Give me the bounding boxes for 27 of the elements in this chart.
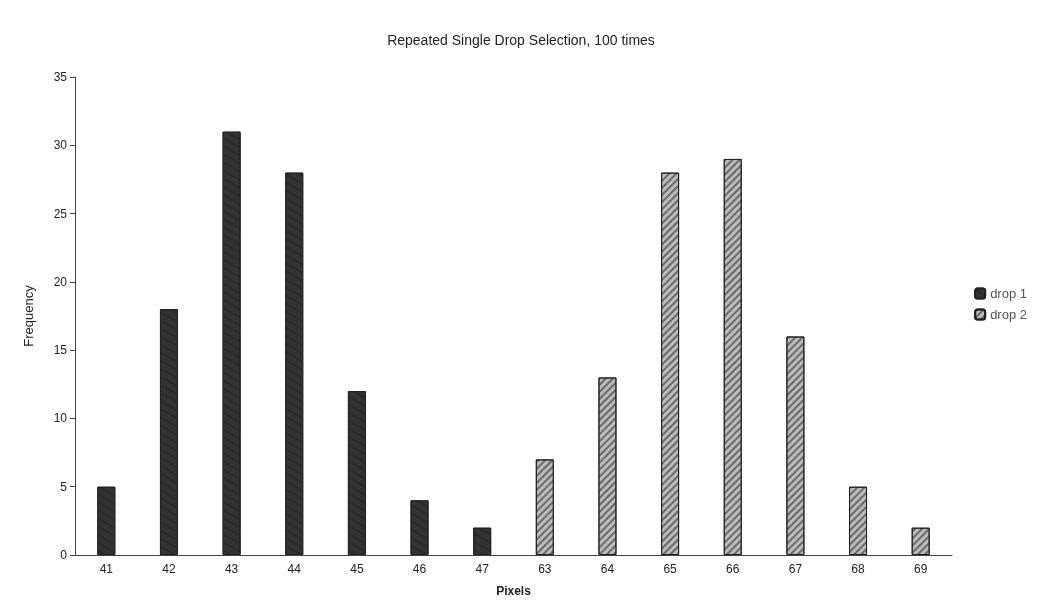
x-axis-title: Pixels	[496, 584, 532, 598]
x-tick-label: 45	[350, 562, 364, 576]
x-tick-label: 69	[914, 562, 928, 576]
x-tick-label: 44	[287, 562, 302, 576]
x-tick-label: 42	[162, 562, 176, 576]
chart-title: Repeated Single Drop Selection, 100 times	[387, 32, 655, 48]
x-tick-label: 43	[224, 562, 239, 576]
x-tick-label: 67	[788, 562, 803, 576]
y-tick-label: 35	[53, 70, 68, 84]
y-tick-label: 5	[60, 479, 68, 494]
y-tick-label: 30	[53, 138, 68, 153]
y-tick-label: 20	[53, 274, 68, 289]
x-tick-label: 66	[726, 562, 740, 576]
x-tick-label: 64	[600, 562, 615, 576]
x-tick-label: 46	[412, 562, 427, 576]
y-tick-label: 10	[53, 411, 68, 426]
y-axis-title: Frequency	[21, 284, 36, 347]
legend-label: drop 2	[990, 307, 1028, 322]
x-tick-label: 41	[99, 562, 114, 576]
x-tick-label: 63	[538, 562, 552, 576]
y-tick-label: 0	[60, 548, 68, 562]
legend-label: drop 1	[990, 286, 1028, 301]
x-tick-label: 47	[475, 562, 490, 576]
x-tick-label: 65	[663, 562, 678, 576]
y-tick-label: 25	[53, 206, 68, 221]
x-tick-label: 68	[851, 562, 866, 576]
y-tick-label: 15	[53, 343, 68, 358]
